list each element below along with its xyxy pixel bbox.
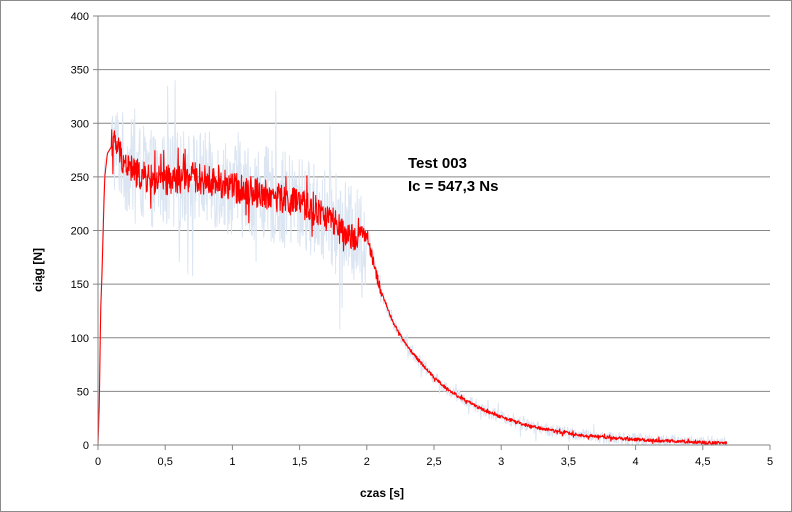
x-axis-title: czas [s] bbox=[360, 486, 404, 500]
y-tick-label: 50 bbox=[77, 386, 89, 398]
x-tick-label: 5 bbox=[767, 456, 773, 468]
y-tick-label: 350 bbox=[71, 65, 89, 77]
axes bbox=[93, 15, 771, 450]
filtered-signal-line bbox=[97, 129, 728, 446]
annotation-total-impulse: Ic = 547,3 Ns bbox=[408, 178, 498, 195]
annotation-test-name: Test 003 bbox=[408, 155, 467, 172]
x-tick-label: 1 bbox=[229, 456, 235, 468]
y-tick-label: 100 bbox=[71, 333, 89, 345]
x-tick-label: 4 bbox=[633, 456, 639, 468]
raw-signal-line bbox=[97, 80, 728, 446]
y-tick-label: 150 bbox=[71, 279, 89, 291]
y-tick-label: 300 bbox=[71, 118, 89, 130]
y-tick-label: 0 bbox=[83, 440, 89, 452]
y-tick-label: 400 bbox=[71, 11, 89, 23]
tick-labels: 0 50 100 150 200 250 300 350 400 0 0,5 1 1,5 2 2,5 3 3,5… bbox=[71, 11, 773, 468]
x-tick-label: 0,5 bbox=[158, 456, 173, 468]
x-tick-label: 3,5 bbox=[561, 456, 576, 468]
x-tick-label: 0 bbox=[95, 456, 101, 468]
series-layer bbox=[97, 80, 728, 446]
x-tick-label: 4,5 bbox=[695, 456, 710, 468]
y-axis-title: ciąg [N] bbox=[31, 248, 45, 292]
x-tick-label: 2 bbox=[364, 456, 370, 468]
y-tick-label: 200 bbox=[71, 226, 89, 238]
x-tick-label: 2,5 bbox=[426, 456, 441, 468]
y-tick-label: 250 bbox=[71, 172, 89, 184]
x-tick-label: 3 bbox=[498, 456, 504, 468]
x-tick-label: 1,5 bbox=[292, 456, 307, 468]
